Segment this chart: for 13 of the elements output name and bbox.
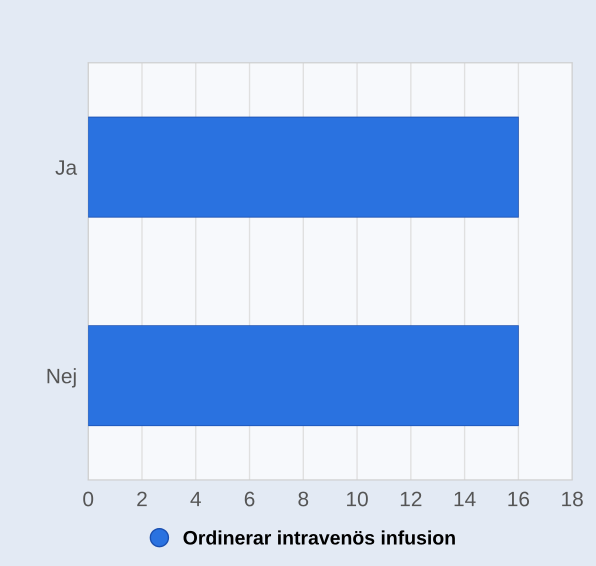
x-tick-label: 18 — [562, 492, 583, 506]
x-tick-label: 8 — [298, 492, 308, 506]
x-tick-label: 6 — [244, 492, 254, 506]
y-tick-label: Ja — [55, 160, 78, 175]
x-tick-label: 12 — [400, 492, 422, 506]
x-tick-label: 14 — [454, 492, 476, 506]
x-tick-label: 16 — [508, 492, 530, 506]
legend-label: Ordinerar intravenös infusion — [184, 530, 455, 545]
x-tick-label: 0 — [83, 492, 94, 506]
x-tick-label: 10 — [347, 492, 368, 506]
x-tick-label: 4 — [190, 492, 201, 506]
y-tick-label: Nej — [48, 368, 76, 388]
x-tick-label: 2 — [137, 492, 147, 506]
